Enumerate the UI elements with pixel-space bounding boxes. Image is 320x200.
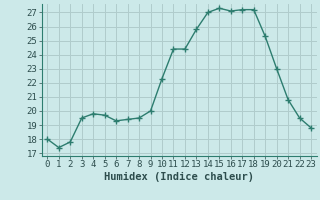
X-axis label: Humidex (Indice chaleur): Humidex (Indice chaleur) [104, 172, 254, 182]
